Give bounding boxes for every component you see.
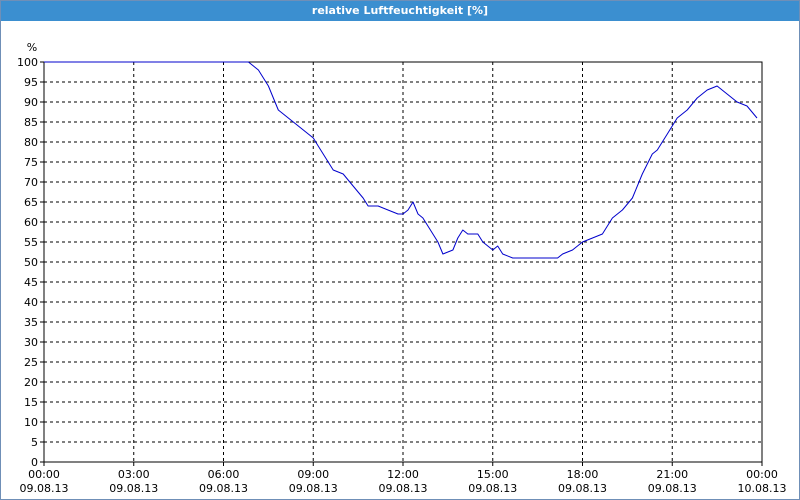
x-tick-date-label: 09.08.13 xyxy=(558,482,607,495)
y-tick-label: 0 xyxy=(31,456,38,469)
x-tick-date-label: 09.08.13 xyxy=(20,482,69,495)
y-tick-label: 50 xyxy=(24,256,38,269)
y-tick-label: 55 xyxy=(24,236,38,249)
y-tick-label: 85 xyxy=(24,116,38,129)
series-layer xyxy=(44,61,758,259)
y-tick-label: 70 xyxy=(24,176,38,189)
x-tick-time-label: 00:00 xyxy=(28,468,60,481)
x-tick-time-label: 21:00 xyxy=(656,468,688,481)
x-tick-date-label: 09.08.13 xyxy=(648,482,697,495)
y-tick-label: 65 xyxy=(24,196,38,209)
y-tick-label: 60 xyxy=(24,216,38,229)
x-tick-date-label: 09.08.13 xyxy=(199,482,248,495)
plot-frame xyxy=(43,61,763,463)
x-tick-date-label: 10.08.13 xyxy=(738,482,787,495)
y-tick-label: 5 xyxy=(31,436,38,449)
y-axis-label: % xyxy=(27,41,37,54)
y-tick-label: 45 xyxy=(24,276,38,289)
y-tick-label: 20 xyxy=(24,376,38,389)
tick-labels: 0 5 10 15 20 25 30 35 40 45 50 55 60 65 70 75 80 85 90 95 10… xyxy=(17,41,786,495)
x-tick-date-label: 09.08.13 xyxy=(289,482,338,495)
y-tick-label: 75 xyxy=(24,156,38,169)
x-tick-date-label: 09.08.13 xyxy=(468,482,517,495)
y-tick-label: 15 xyxy=(24,396,38,409)
chart-title: relative Luftfeuchtigkeit [%] xyxy=(1,1,799,21)
x-tick-time-label: 06:00 xyxy=(208,468,240,481)
y-tick-label: 10 xyxy=(24,416,38,429)
y-tick-label: 25 xyxy=(24,356,38,369)
x-tick-time-label: 18:00 xyxy=(567,468,599,481)
humidity-chart: 0 5 10 15 20 25 30 35 40 45 50 55 60 65 70 75 80 85 90 95 10… xyxy=(17,41,786,495)
x-tick-time-label: 15:00 xyxy=(477,468,509,481)
y-tick-label: 95 xyxy=(24,76,38,89)
x-tick-time-label: 03:00 xyxy=(118,468,150,481)
x-tick-time-label: 09:00 xyxy=(297,468,329,481)
axes xyxy=(40,61,763,466)
y-tick-label: 30 xyxy=(24,336,38,349)
x-tick-date-label: 09.08.13 xyxy=(109,482,158,495)
x-tick-date-label: 09.08.13 xyxy=(379,482,428,495)
y-tick-label: 80 xyxy=(24,136,38,149)
y-tick-label: 40 xyxy=(24,296,38,309)
y-tick-label: 100 xyxy=(17,56,38,69)
y-tick-label: 35 xyxy=(24,316,38,329)
x-tick-time-label: 00:00 xyxy=(746,468,778,481)
y-tick-label: 90 xyxy=(24,96,38,109)
grid xyxy=(44,62,762,462)
x-tick-time-label: 12:00 xyxy=(387,468,419,481)
humidity-series-line xyxy=(44,61,758,259)
